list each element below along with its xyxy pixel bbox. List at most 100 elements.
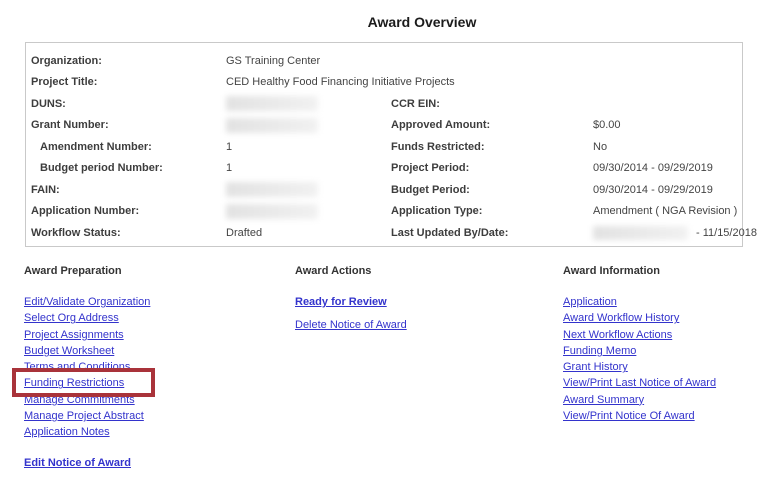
field-label: Project Title: xyxy=(31,76,98,89)
field-label: Project Period: xyxy=(391,162,470,175)
field-value: Drafted xyxy=(226,227,737,239)
overview-field-row: Project Period: 09/30/2014 - 09/29/2019 xyxy=(391,158,737,180)
field-label: Grant Number: xyxy=(31,119,109,132)
link-item: Edit/Validate Organization xyxy=(24,294,295,310)
link-item: Budget Worksheet xyxy=(24,343,295,359)
overview-field-row: DUNS: xyxy=(31,93,737,115)
field-value-text: CED Healthy Food Financing Initiative Pr… xyxy=(226,76,455,89)
award-link[interactable]: Application Notes xyxy=(24,426,110,439)
field-value: CED Healthy Food Financing Initiative Pr… xyxy=(226,76,737,88)
award-link[interactable]: Delete Notice of Award xyxy=(295,319,407,332)
field-value xyxy=(226,203,737,219)
link-item: View/Print Last Notice of Award xyxy=(563,375,768,391)
award-link[interactable]: Edit/Validate Organization xyxy=(24,296,151,308)
award-actions-heading: Award Actions xyxy=(295,265,372,277)
overview-field-row: FAIN: xyxy=(31,179,737,201)
award-link[interactable]: Manage Project Abstract xyxy=(24,410,144,423)
award-link[interactable]: Next Workflow Actions xyxy=(563,328,673,341)
award-information-links: Application Award Workflow History Next … xyxy=(563,294,768,424)
link-item: Funding Memo xyxy=(563,343,768,359)
link-item: Award Summary xyxy=(563,392,768,408)
field-value: - 11/15/2018 xyxy=(593,225,757,240)
field-label: Approved Amount: xyxy=(391,119,491,132)
award-information-heading: Award Information xyxy=(563,265,660,277)
field-value-text: $0.00 xyxy=(593,119,621,132)
field-value: GS Training Center xyxy=(226,55,737,67)
page-title: Award Overview xyxy=(367,14,477,30)
award-link[interactable]: Award Summary xyxy=(563,393,645,406)
overview-right-column: CCR EIN: Approved Amount: $0.00 Funds Re… xyxy=(391,93,757,244)
redacted-value-blur xyxy=(226,117,318,133)
field-label: CCR EIN: xyxy=(391,97,440,110)
award-link[interactable]: Select Org Address xyxy=(24,312,119,325)
field-label: Workflow Status: xyxy=(31,226,121,239)
overview-field-row: Application Number: xyxy=(31,201,737,223)
award-link[interactable]: Project Assignments xyxy=(24,328,124,341)
award-actions-section: Award Actions Ready for Review Delete No… xyxy=(295,265,563,471)
field-label: Application Type: xyxy=(391,205,483,218)
field-value: 09/30/2014 - 09/29/2019 xyxy=(593,184,737,196)
field-label: Application Number: xyxy=(31,205,140,218)
award-link[interactable]: Funding Restrictions xyxy=(24,377,125,390)
field-value-text: Drafted xyxy=(226,226,263,239)
field-label: DUNS: xyxy=(31,97,66,110)
overview-field-row: Budget Period: 09/30/2014 - 09/29/2019 xyxy=(391,179,737,201)
link-item: Manage Commitments xyxy=(24,392,295,408)
link-item: Application Notes xyxy=(24,424,295,440)
link-item: Ready for Review xyxy=(295,294,563,310)
award-preparation-links: Edit/Validate Organization Select Org Ad… xyxy=(12,294,295,471)
field-value: Amendment ( NGA Revision ) xyxy=(593,205,737,217)
award-link[interactable]: Application xyxy=(563,296,617,308)
overview-field-row: Grant Number: xyxy=(31,115,737,137)
award-links-area: Award Preparation Edit/Validate Organiza… xyxy=(12,265,768,471)
award-overview-page: Award Overview Organization: GS Training… xyxy=(0,14,768,471)
overview-field-row: Approved Amount: $0.00 xyxy=(391,115,737,137)
link-item: Funding Restrictions xyxy=(12,368,295,398)
award-link[interactable]: Funding Memo xyxy=(563,344,637,357)
field-value: No xyxy=(593,141,737,153)
link-item: Next Workflow Actions xyxy=(563,327,768,343)
award-preparation-heading: Award Preparation xyxy=(24,265,122,277)
overview-field-row: Project Title: CED Healthy Food Financin… xyxy=(31,72,737,94)
field-value xyxy=(226,182,737,198)
award-link[interactable]: Terms and Conditions xyxy=(24,361,131,374)
field-value: 09/30/2014 - 09/29/2019 xyxy=(593,162,737,174)
award-actions-links: Ready for Review Delete Notice of Award xyxy=(295,294,563,334)
link-item: Grant History xyxy=(563,359,768,375)
field-label: Budget period Number: xyxy=(40,162,163,175)
award-information-section: Award Information Application Award Work… xyxy=(563,265,768,471)
field-value-text: - 11/15/2018 xyxy=(696,226,757,239)
overview-field-row: Application Type: Amendment ( NGA Revisi… xyxy=(391,201,737,223)
link-item: Application xyxy=(563,294,768,310)
overview-field-row: CCR EIN: xyxy=(391,93,737,115)
overview-left-column: Organization: GS Training Center Project… xyxy=(31,50,737,244)
award-link[interactable]: Grant History xyxy=(563,361,628,374)
link-item: Manage Project Abstract xyxy=(24,408,295,424)
award-link[interactable]: View/Print Notice Of Award xyxy=(563,410,695,423)
award-link[interactable]: Budget Worksheet xyxy=(24,344,115,357)
award-overview-table: Organization: GS Training Center Project… xyxy=(25,42,757,247)
award-link[interactable]: View/Print Last Notice of Award xyxy=(563,377,717,390)
field-value-text: 1 xyxy=(226,162,233,175)
field-value xyxy=(226,96,737,112)
award-preparation-section: Award Preparation Edit/Validate Organiza… xyxy=(12,265,295,471)
field-value-text: 09/30/2014 - 09/29/2019 xyxy=(593,162,713,175)
field-value: $0.00 xyxy=(593,119,737,131)
award-link[interactable]: Manage Commitments xyxy=(24,393,135,406)
award-link[interactable]: Edit Notice of Award xyxy=(24,456,131,469)
award-link[interactable]: Award Workflow History xyxy=(563,312,680,325)
field-value: 1 xyxy=(226,141,737,153)
field-value-text: 09/30/2014 - 09/29/2019 xyxy=(593,183,713,196)
field-label: Budget Period: xyxy=(391,183,470,196)
overview-field-row: Last Updated By/Date: - 11/15/2018 xyxy=(391,222,757,244)
overview-field-row: Funds Restricted: No xyxy=(391,136,737,158)
overview-field-row: Budget period Number: 1 xyxy=(31,158,737,180)
field-value-text: GS Training Center xyxy=(226,54,321,67)
overview-field-row: Organization: GS Training Center xyxy=(31,50,737,72)
overview-field-row: Workflow Status: Drafted xyxy=(31,222,737,244)
overview-field-row: Amendment Number: 1 xyxy=(31,136,737,158)
field-label: Funds Restricted: xyxy=(391,140,485,153)
award-link[interactable]: Ready for Review xyxy=(295,296,387,308)
field-label: Amendment Number: xyxy=(40,140,152,153)
link-item: Award Workflow History xyxy=(563,310,768,326)
